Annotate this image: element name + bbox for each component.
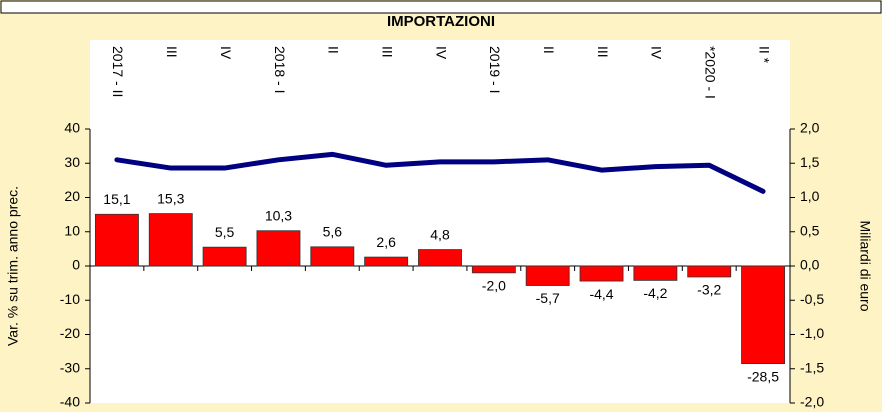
y-axis-label: Var. % su trim. anno prec. (5, 186, 21, 346)
data-label: 4,8 (430, 226, 450, 242)
data-label: 10,3 (265, 207, 292, 223)
y-tick-label: -30 (60, 359, 80, 375)
data-label: -3,2 (697, 282, 721, 298)
data-label: 15,1 (103, 191, 130, 207)
y-tick-label: 20 (64, 188, 80, 204)
x-tick-label: II * (756, 46, 772, 64)
bar (687, 265, 732, 278)
chart-title: IMPORTAZIONI (387, 13, 495, 30)
x-tick-label: 2017 - II (110, 46, 126, 97)
x-tick-label: 2018 - I (272, 46, 288, 93)
bar (633, 265, 678, 281)
bar (418, 249, 462, 267)
y2-tick-label: -1,0 (800, 325, 824, 341)
bar (94, 213, 139, 267)
top-strip (0, 0, 882, 14)
y-tick-label: 40 (64, 120, 80, 136)
y2-tick-label: -2,0 (800, 394, 824, 410)
y2-tick-label: 1,5 (800, 154, 820, 170)
line (114, 151, 766, 194)
y2-tick-label: -0,5 (800, 291, 824, 307)
x-tick-label: III (164, 46, 180, 58)
plot-area (90, 40, 790, 403)
x-tick-label: IV (649, 46, 665, 60)
y2-tick-label: 2,0 (800, 120, 820, 136)
data-label: 5,6 (323, 224, 343, 240)
y-tick-label: 0 (72, 257, 80, 273)
y-tick-label: -10 (60, 291, 80, 307)
y-tick-label: -40 (60, 394, 80, 410)
y-tick-label: -20 (60, 325, 80, 341)
bar (202, 246, 247, 267)
x-tick-label: II (326, 46, 342, 54)
bar (364, 256, 409, 267)
data-label: -4,4 (589, 286, 613, 302)
y2-tick-label: 0,0 (800, 257, 820, 273)
bar (256, 230, 301, 267)
data-label: 5,5 (215, 224, 235, 240)
data-label: -5,7 (536, 290, 560, 306)
bar (525, 265, 570, 286)
y2-tick-label: 1,0 (800, 188, 820, 204)
x-tick-label: III (379, 46, 395, 58)
x-tick-label: IV (218, 46, 234, 60)
bar (310, 246, 355, 267)
bar (148, 213, 193, 267)
data-label: 2,6 (376, 234, 396, 250)
y2-tick-label: -1,5 (800, 359, 824, 375)
y2-tick-label: 0,5 (800, 222, 820, 238)
x-tick-label: II (541, 46, 557, 54)
bar (579, 265, 624, 282)
y-tick-label: 30 (64, 154, 80, 170)
y-tick-label: 10 (64, 222, 80, 238)
x-tick-label: III (595, 46, 611, 58)
data-label: -4,2 (643, 285, 667, 301)
data-label: -28,5 (747, 368, 779, 384)
data-label: 15,3 (157, 190, 184, 206)
bar (471, 265, 516, 274)
data-label: -2,0 (482, 278, 506, 294)
x-tick-label: IV (433, 46, 449, 60)
x-tick-label: *2020 - I (703, 46, 719, 99)
bar (741, 265, 786, 365)
x-tick-label: 2019 - I (487, 46, 503, 93)
y2-axis-label: Miliardi di euro (857, 220, 873, 311)
